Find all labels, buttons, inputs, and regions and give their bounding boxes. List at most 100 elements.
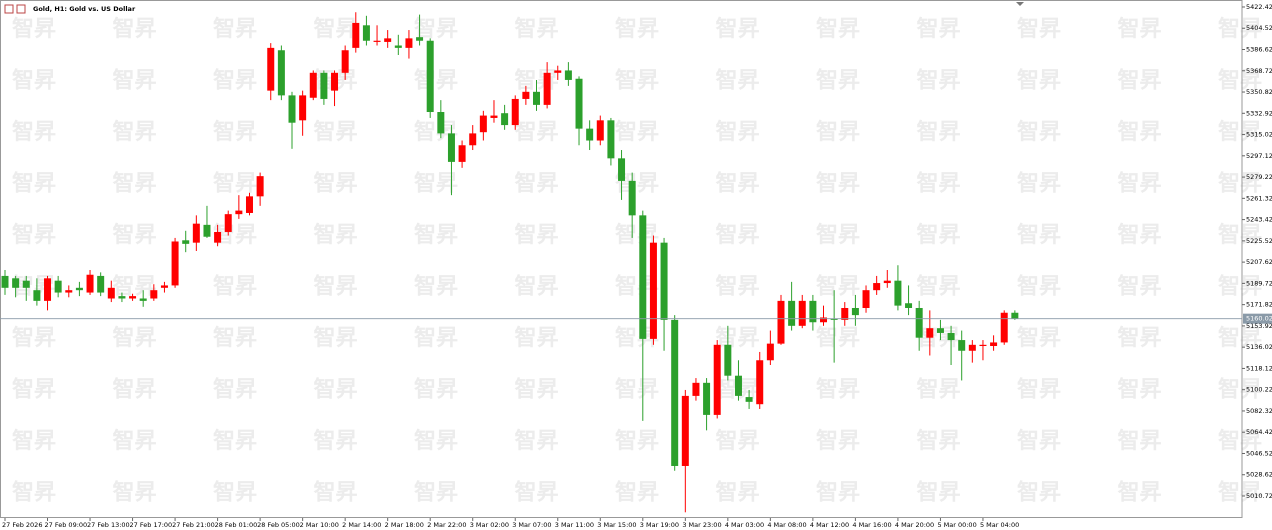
candle-body [299, 95, 307, 121]
candle-body [926, 328, 934, 338]
y-tick-label: 5297.12 [1246, 152, 1272, 160]
watermark: 智昇 [716, 222, 760, 248]
candle-body [724, 344, 732, 376]
candle-body [245, 196, 253, 213]
x-tick-label: 2 Mar 22:00 [427, 521, 466, 529]
watermark: 智昇 [113, 68, 157, 94]
watermark: 智昇 [515, 428, 559, 454]
y-tick-label: 5243.42 [1246, 216, 1272, 224]
watermark: 智昇 [816, 119, 860, 145]
candle-body [447, 133, 455, 162]
x-tick-label: 4 Mar 16:00 [852, 521, 891, 529]
candle-body [820, 317, 828, 323]
watermark: 智昇 [917, 274, 961, 300]
watermark: 智昇 [515, 119, 559, 145]
candle-body [501, 113, 509, 126]
candle-body [256, 176, 264, 197]
x-tick-label: 4 Mar 12:00 [810, 521, 849, 529]
candle-body [894, 280, 902, 306]
x-tick-label: 3 Mar 15:00 [597, 521, 636, 529]
candle-body [192, 223, 200, 243]
watermark: 智昇 [414, 171, 458, 197]
plot-frame [0, 0, 1243, 518]
watermark: 智昇 [314, 171, 358, 197]
watermark: 智昇 [716, 480, 760, 506]
candle-body [1000, 312, 1008, 343]
watermark: 智昇 [1218, 325, 1262, 351]
watermark: 智昇 [12, 325, 56, 351]
watermark: 智昇 [615, 480, 659, 506]
watermark: 智昇 [615, 428, 659, 454]
candle-body [405, 38, 413, 48]
candle-body [979, 344, 987, 347]
candle-body [12, 278, 20, 288]
watermark: 智昇 [1017, 274, 1061, 300]
candle-body [171, 241, 179, 286]
y-tick-label: 5064.42 [1246, 428, 1272, 436]
watermark: 智昇 [213, 68, 257, 94]
candle-body [309, 72, 317, 98]
watermark: 智昇 [816, 274, 860, 300]
candle-body [511, 98, 519, 126]
candle-body [756, 360, 764, 405]
candle-body [469, 133, 477, 146]
watermark: 智昇 [1118, 377, 1162, 403]
watermark: 智昇 [1118, 480, 1162, 506]
x-tick-label: 4 Mar 03:00 [725, 521, 764, 529]
candle-body [416, 37, 424, 41]
watermark: 智昇 [12, 480, 56, 506]
watermark: 智昇 [716, 68, 760, 94]
watermark: 智昇 [113, 377, 157, 403]
candle-body [586, 128, 594, 141]
watermark: 智昇 [414, 325, 458, 351]
candle-body [958, 340, 966, 351]
y-tick-label: 5315.02 [1246, 131, 1272, 139]
current-price-label: 5160.02 [1246, 315, 1272, 323]
x-tick-label: 5 Mar 04:00 [980, 521, 1019, 529]
candle-body [341, 50, 349, 73]
candle-body [936, 328, 944, 333]
current-price-box [1243, 313, 1272, 324]
x-tick-label: 27 Feb 21:00 [172, 521, 215, 529]
watermark: 智昇 [414, 428, 458, 454]
candle-body [713, 344, 721, 415]
candle-body [362, 25, 370, 41]
candle-body [947, 332, 955, 341]
candle-body [692, 382, 700, 396]
candle-body [182, 240, 190, 244]
watermark: 智昇 [1017, 428, 1061, 454]
candle-body [458, 145, 466, 162]
watermark: 智昇 [314, 480, 358, 506]
y-tick-label: 5404.52 [1246, 24, 1272, 32]
y-tick-label: 5010.72 [1246, 492, 1272, 500]
watermark: 智昇 [1118, 222, 1162, 248]
candle-body [352, 22, 360, 48]
candle-body [160, 285, 168, 288]
candle-body [915, 307, 923, 338]
x-tick-label: 2 Mar 18:00 [385, 521, 424, 529]
watermark: 智昇 [414, 274, 458, 300]
candle-body [384, 38, 392, 42]
watermark: 智昇 [917, 428, 961, 454]
watermark: 智昇 [213, 16, 257, 42]
candle-body [1, 275, 9, 288]
watermark: 智昇 [414, 377, 458, 403]
candle-body [277, 50, 285, 96]
y-tick-label: 5207.62 [1246, 258, 1272, 266]
candle-body [905, 303, 913, 308]
candle-body [118, 296, 126, 299]
watermark: 智昇 [314, 274, 358, 300]
watermark: 智昇 [917, 16, 961, 42]
watermark: 智昇 [314, 16, 358, 42]
watermark: 智昇 [213, 480, 257, 506]
watermark: 智昇 [816, 68, 860, 94]
icon [4, 4, 14, 14]
watermark: 智昇 [1017, 68, 1061, 94]
watermark: 智昇 [113, 171, 157, 197]
y-tick-label: 5332.92 [1246, 109, 1272, 117]
watermark: 智昇 [515, 480, 559, 506]
watermark: 智昇 [12, 222, 56, 248]
